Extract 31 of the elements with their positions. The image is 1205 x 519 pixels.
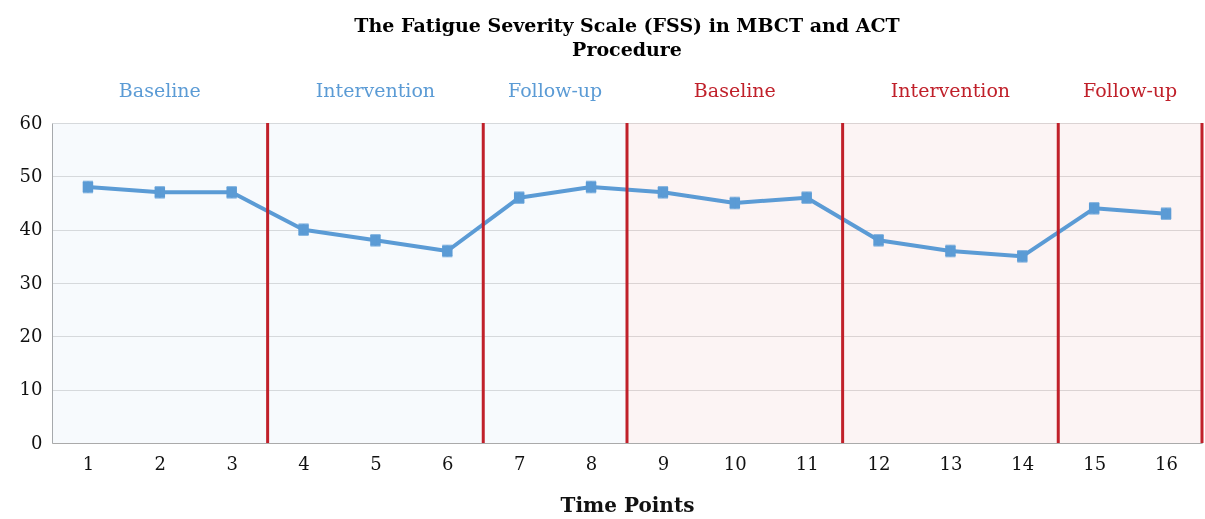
x-tick-label: 9 xyxy=(657,452,670,474)
band-label: Baseline xyxy=(693,79,776,101)
x-tick-label: 8 xyxy=(585,452,598,474)
y-tick-label: 30 xyxy=(19,271,43,293)
band-label: Baseline xyxy=(118,79,201,101)
band-label: Intervention xyxy=(315,79,436,101)
y-tick-label: 20 xyxy=(19,324,43,346)
x-tick-label: 16 xyxy=(1155,452,1179,474)
y-tick-label: 0 xyxy=(31,431,43,453)
y-tick-label: 50 xyxy=(19,164,43,186)
x-tick-label: 13 xyxy=(939,452,963,474)
band-label: Follow-up xyxy=(507,79,603,101)
x-tick-label: 1 xyxy=(82,452,95,474)
x-tick-label: 7 xyxy=(513,452,526,474)
x-tick-label: 14 xyxy=(1011,452,1035,474)
y-tick-label: 40 xyxy=(19,218,43,240)
x-tick-label: 15 xyxy=(1083,452,1107,474)
y-tick-label: 10 xyxy=(19,378,43,400)
x-tick-label: 5 xyxy=(370,452,382,474)
chart-title: The Fatigue Severity Scale (FSS) in MBCT and ACT Procedure xyxy=(354,14,900,60)
x-tick-label: 10 xyxy=(723,452,747,474)
band-label: Follow-up xyxy=(1082,79,1178,101)
x-tick-label: 6 xyxy=(442,452,454,474)
x-tick-label: 12 xyxy=(867,452,891,474)
band-label: Intervention xyxy=(890,79,1011,101)
x-tick-label: 3 xyxy=(226,452,238,474)
x-tick-label: 2 xyxy=(154,452,167,474)
x-axis-title: Time Points xyxy=(560,492,695,517)
x-tick-label: 11 xyxy=(795,452,819,474)
x-tick-label: 4 xyxy=(298,452,310,474)
y-tick-label: 60 xyxy=(19,111,43,133)
